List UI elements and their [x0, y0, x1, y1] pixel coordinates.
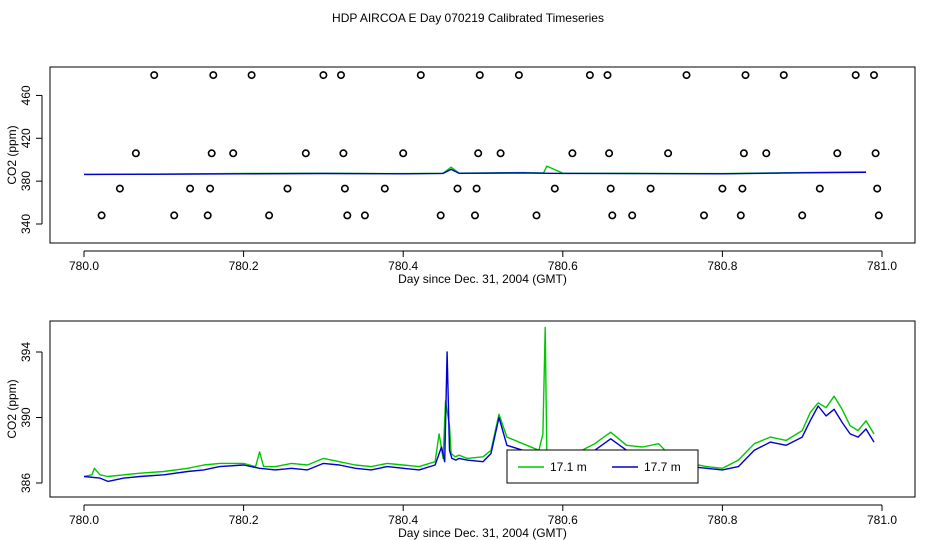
- scatter-point: [453, 184, 462, 193]
- scatter-point: [568, 149, 577, 158]
- scatter-point: [608, 211, 617, 220]
- scatter-point: [360, 211, 369, 220]
- scatter-point: [186, 184, 195, 193]
- scatter-point: [646, 184, 655, 193]
- scatter-point: [319, 71, 328, 80]
- scatter-point: [664, 149, 673, 158]
- scatter-point: [283, 184, 292, 193]
- scatter-point: [380, 184, 389, 193]
- scatter-point: [833, 149, 842, 158]
- y-tick-label: 390: [19, 407, 33, 427]
- y-tick-label: 460: [19, 85, 33, 105]
- scatter-point: [229, 149, 238, 158]
- scatter-point: [416, 71, 425, 80]
- series-line-17-1-m: [83, 326, 875, 478]
- scatter-point: [699, 211, 708, 220]
- scatter-point: [762, 149, 771, 158]
- x-tick-label: 780.2: [229, 513, 259, 527]
- x-tick-label: 780.0: [69, 259, 99, 273]
- plot-frame: [49, 320, 916, 498]
- legend-label: 17.1 m: [550, 460, 587, 474]
- y-tick-label: 380: [19, 171, 33, 191]
- x-tick-label: 780.0: [69, 513, 99, 527]
- scatter-point: [301, 149, 310, 158]
- legend: 17.1 m 17.7 m: [506, 449, 699, 484]
- y-axis-label: CO2 (ppm): [5, 125, 19, 184]
- scatter-point: [472, 184, 481, 193]
- scatter-point: [474, 149, 483, 158]
- scatter-point: [470, 211, 479, 220]
- x-tick-label: 781.0: [867, 513, 897, 527]
- scatter-point: [247, 71, 256, 80]
- y-tick-label: 340: [19, 214, 33, 234]
- scatter-point: [682, 71, 691, 80]
- scatter-point: [873, 184, 882, 193]
- series-line-17-7-m: [83, 351, 875, 483]
- scatter-point: [739, 149, 748, 158]
- scatter-point: [779, 71, 788, 80]
- x-tick-label: 780.4: [388, 259, 418, 273]
- upper-panel: 780.0 780.2 780.4 780.6 780.8 781.0 Day since …: [5, 66, 916, 286]
- scatter-point: [399, 149, 408, 158]
- scatter-point: [874, 211, 883, 220]
- scatter-point: [209, 71, 218, 80]
- scatter-point: [265, 211, 274, 220]
- x-tick-label: 780.8: [707, 259, 737, 273]
- scatter-point: [736, 211, 745, 220]
- scatter-point: [550, 184, 559, 193]
- scatter-point: [496, 149, 505, 158]
- plot-frame: [49, 66, 916, 244]
- scatter-point: [585, 71, 594, 80]
- scatter-point: [131, 149, 140, 158]
- x-axis-label: Day since Dec. 31, 2004 (GMT): [398, 526, 567, 540]
- scatter-point: [605, 149, 614, 158]
- lower-panel: 780.0 780.2 780.4 780.6 780.8 781.0 Day since …: [5, 320, 916, 540]
- scatter-point: [532, 211, 541, 220]
- scatter-point: [203, 211, 212, 220]
- scatter-point: [815, 184, 824, 193]
- scatter-point: [851, 71, 860, 80]
- scatter-point: [436, 211, 445, 220]
- legend-label: 17.7 m: [644, 460, 681, 474]
- x-axis-label: Day since Dec. 31, 2004 (GMT): [398, 272, 567, 286]
- scatter-point: [97, 211, 106, 220]
- scatter-point: [336, 71, 345, 80]
- scatter-point: [738, 184, 747, 193]
- y-tick-label: 386: [19, 473, 33, 493]
- scatter-point: [741, 71, 750, 80]
- x-tick-label: 780.6: [548, 513, 578, 527]
- scatter-point: [340, 184, 349, 193]
- scatter-point: [343, 211, 352, 220]
- scatter-point: [869, 71, 878, 80]
- scatter-point: [115, 184, 124, 193]
- y-axis-label: CO2 (ppm): [5, 379, 19, 438]
- scatter-point: [603, 71, 612, 80]
- series-line-1: [83, 168, 867, 176]
- y-tick-label: 394: [19, 342, 33, 362]
- scatter-point: [475, 71, 484, 80]
- scatter-point: [339, 149, 348, 158]
- scatter-point: [206, 184, 215, 193]
- scatter-point: [514, 71, 523, 80]
- scatter-point: [170, 211, 179, 220]
- scatter-point: [628, 211, 637, 220]
- x-tick-label: 780.8: [707, 513, 737, 527]
- scatter-point: [606, 184, 615, 193]
- x-tick-label: 780.4: [388, 513, 418, 527]
- chart-title: HDP AIRCOA E Day 070219 Calibrated Times…: [332, 11, 604, 25]
- scatter-point: [207, 149, 216, 158]
- x-tick-label: 780.6: [548, 259, 578, 273]
- scatter-point: [150, 71, 159, 80]
- x-tick-label: 780.2: [229, 259, 259, 273]
- scatter-point: [718, 184, 727, 193]
- scatter-point: [798, 211, 807, 220]
- x-tick-label: 781.0: [867, 259, 897, 273]
- scatter-point: [871, 149, 880, 158]
- y-tick-label: 420: [19, 128, 33, 148]
